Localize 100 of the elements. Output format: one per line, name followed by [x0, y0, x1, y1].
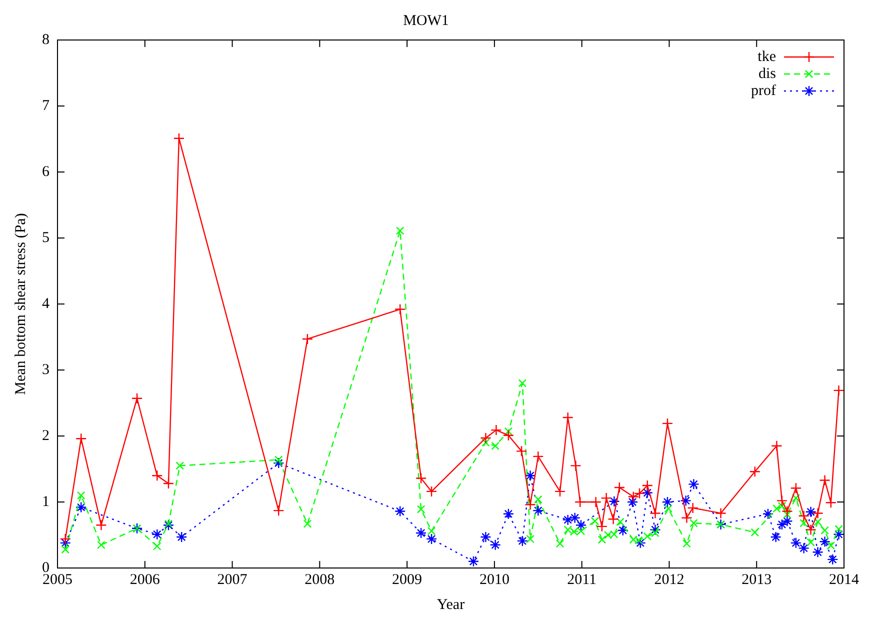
- x-tick-label: 2009: [392, 572, 422, 588]
- legend-label: prof: [751, 82, 776, 99]
- point: [634, 536, 643, 544]
- y-tick-label: 1: [42, 494, 50, 510]
- point: [814, 518, 822, 526]
- point: [504, 427, 513, 436]
- point: [827, 554, 838, 566]
- x-tick-label: 2011: [567, 572, 597, 588]
- point: [800, 518, 808, 528]
- point: [272, 504, 284, 516]
- point: [480, 432, 492, 444]
- point: [482, 438, 490, 447]
- legend-label: tke: [758, 48, 776, 65]
- point: [762, 508, 774, 520]
- x-tick-label: 2012: [654, 572, 684, 588]
- point: [690, 518, 698, 528]
- point: [176, 462, 184, 470]
- point: [575, 520, 587, 531]
- x-tick-label: 2014: [829, 572, 860, 588]
- x-tick-label: 2006: [130, 572, 160, 588]
- point: [131, 392, 143, 404]
- point: [776, 495, 788, 506]
- point: [616, 518, 624, 526]
- point: [416, 505, 426, 514]
- point: [782, 516, 793, 527]
- y-tick-label: 2: [42, 428, 50, 444]
- y-tick-label: 7: [42, 98, 50, 114]
- point: [600, 492, 612, 504]
- point: [152, 528, 163, 540]
- point: [524, 470, 536, 482]
- point: [642, 487, 653, 498]
- point: [772, 504, 781, 513]
- point: [394, 304, 406, 315]
- x-tick-label: 2013: [742, 572, 772, 588]
- point: [604, 530, 612, 540]
- point: [272, 457, 284, 469]
- point: [634, 488, 646, 500]
- point: [812, 508, 824, 519]
- x-tick-label: 2008: [304, 572, 335, 588]
- point: [518, 379, 527, 388]
- point: [162, 520, 174, 531]
- point: [750, 528, 759, 536]
- point: [598, 535, 606, 544]
- point: [628, 491, 639, 502]
- y-tick-label: 6: [42, 164, 50, 180]
- point: [590, 496, 602, 508]
- point: [302, 333, 314, 345]
- y-tick-label: 5: [42, 230, 50, 246]
- y-tick-label: 4: [42, 296, 50, 312]
- point: [60, 537, 71, 549]
- point: [502, 430, 514, 441]
- y-tick-label: 3: [42, 362, 50, 378]
- point: [426, 533, 438, 545]
- point: [574, 496, 586, 508]
- point: [60, 533, 71, 545]
- y-tick-label: 8: [42, 32, 50, 48]
- point: [468, 556, 480, 567]
- point: [614, 482, 626, 494]
- point: [570, 460, 582, 472]
- point: [303, 520, 312, 528]
- point: [798, 510, 810, 522]
- x-tick-label: 2007: [217, 572, 248, 588]
- point: [415, 527, 427, 539]
- point: [650, 508, 661, 519]
- point: [782, 506, 793, 517]
- point: [590, 517, 600, 526]
- x-tick-label: 2010: [479, 572, 510, 588]
- point: [516, 446, 528, 457]
- point: [562, 514, 574, 526]
- point: [532, 450, 544, 462]
- point: [819, 536, 830, 548]
- point: [569, 512, 580, 524]
- point: [426, 486, 438, 498]
- point: [162, 478, 174, 490]
- point: [650, 524, 661, 536]
- point: [682, 539, 691, 548]
- point: [75, 433, 87, 444]
- point: [516, 535, 528, 547]
- point: [776, 518, 788, 530]
- point: [608, 514, 619, 525]
- point: [396, 226, 404, 235]
- point: [680, 495, 692, 506]
- point: [820, 526, 829, 535]
- point: [643, 532, 652, 540]
- point: [749, 466, 760, 478]
- point: [783, 510, 792, 519]
- point: [629, 535, 638, 544]
- point: [427, 526, 436, 536]
- point: [532, 504, 544, 516]
- point: [664, 504, 672, 513]
- point: [790, 482, 802, 494]
- point: [833, 528, 844, 540]
- point: [164, 520, 173, 528]
- point: [570, 528, 578, 536]
- point: [626, 496, 638, 508]
- point: [491, 442, 500, 450]
- point: [806, 538, 815, 546]
- x-axis-title: Year: [436, 596, 465, 613]
- point: [634, 537, 646, 549]
- point: [576, 526, 586, 536]
